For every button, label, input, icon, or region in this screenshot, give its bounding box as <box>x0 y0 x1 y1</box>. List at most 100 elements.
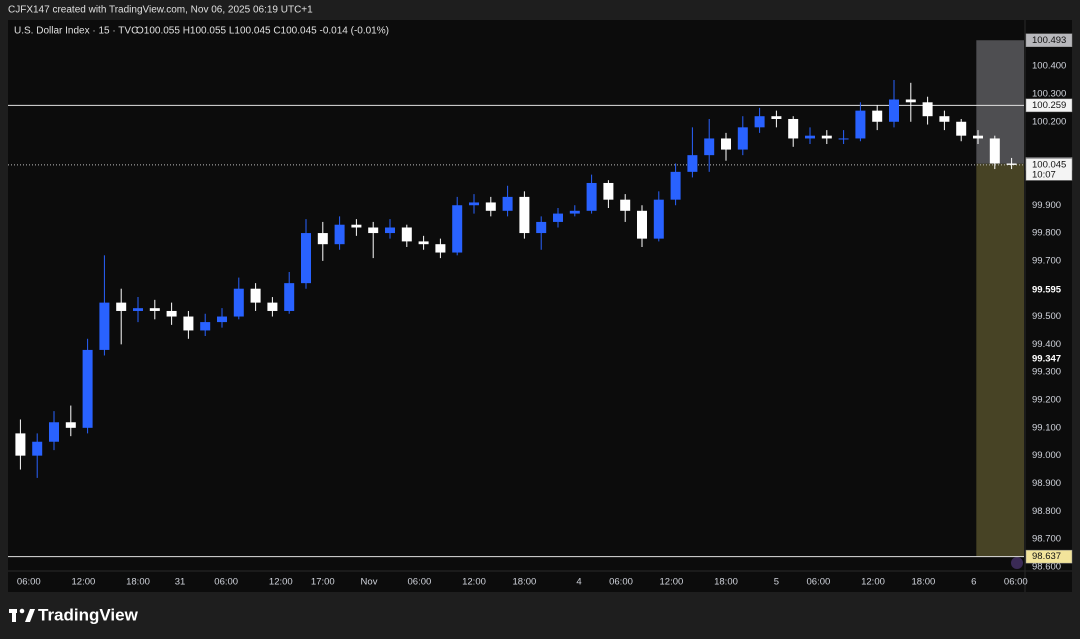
target-price-box <box>1025 549 1073 564</box>
candle-body <box>200 322 211 331</box>
x-tick-label: 17:00 <box>311 577 335 588</box>
candle-body <box>217 316 227 323</box>
candle-body <box>821 135 832 139</box>
x-tick-label: 06:00 <box>214 577 238 588</box>
candle-body <box>704 138 715 156</box>
candle-body <box>284 283 295 311</box>
candle-body <box>973 135 983 139</box>
candle-body <box>670 171 681 200</box>
candle-body <box>536 221 547 234</box>
candle-body <box>267 302 278 311</box>
candle-body <box>553 213 563 222</box>
y-tick-label: 99.700 <box>1032 255 1061 266</box>
candle-body <box>99 302 110 350</box>
countdown: 10:07 <box>1032 169 1056 180</box>
candle-body <box>250 288 261 303</box>
y-tick-label: 98.900 <box>1032 478 1061 489</box>
line-price-box <box>1025 98 1073 113</box>
candle-body <box>301 233 311 284</box>
candle-body <box>418 241 429 245</box>
y-tick-label: 99.500 <box>1032 311 1061 322</box>
candle-body <box>32 441 43 456</box>
y-tick-label: 100.300 <box>1032 88 1066 99</box>
y-tick-label: 100.200 <box>1032 116 1066 127</box>
x-tick-label: Nov <box>361 577 378 588</box>
candle-body <box>620 199 631 211</box>
y-tick-label: 98.700 <box>1032 534 1061 545</box>
candle-body <box>502 196 513 211</box>
candle-body <box>133 308 143 311</box>
symbol: U.S. Dollar Index · 15 · TVC <box>14 26 138 37</box>
candle-body <box>889 99 899 122</box>
candle-body <box>989 138 1000 164</box>
candle-body <box>771 116 782 119</box>
y-tick-label: 99.100 <box>1032 422 1061 433</box>
candle-body <box>653 199 664 239</box>
x-tick-label: 18:00 <box>714 577 738 588</box>
target-price-label: 98.637 <box>1032 551 1061 562</box>
x-tick-label: 4 <box>576 577 581 588</box>
line-price-label: 100.259 <box>1032 100 1066 111</box>
candle-body <box>183 316 194 331</box>
x-tick-label: 06:00 <box>17 577 41 588</box>
candle-body <box>603 182 614 200</box>
level-label: 99.347 <box>1032 354 1061 365</box>
candle-body <box>166 310 177 317</box>
candle-body <box>838 138 849 140</box>
candle-body <box>233 288 244 317</box>
candle-body <box>737 127 748 150</box>
ohlc-legend: O100.055 H100.055 L100.045 C100.045 -0.0… <box>136 26 389 37</box>
candle-body <box>922 102 933 117</box>
x-tick-label: 6 <box>971 577 976 588</box>
candle-body <box>872 110 883 122</box>
y-tick-label: 98.800 <box>1032 506 1061 517</box>
candle-body <box>82 349 93 428</box>
y-tick-label: 99.300 <box>1032 367 1061 378</box>
candle-body <box>452 205 463 253</box>
candle-body <box>49 422 59 442</box>
y-tick-label: 99.000 <box>1032 450 1061 461</box>
stop-price-box <box>1025 33 1073 47</box>
candle-body <box>334 224 345 245</box>
candle-body <box>485 202 496 211</box>
y-tick-label: 100.400 <box>1032 61 1066 72</box>
alert-icon <box>1011 557 1023 569</box>
stop-zone <box>976 40 1024 164</box>
candle-body <box>586 182 597 211</box>
candle-body <box>754 116 765 128</box>
x-tick-label: 5 <box>774 577 779 588</box>
candle-body <box>1006 163 1017 165</box>
header: CJFX147 created with TradingView.com, No… <box>8 5 313 16</box>
y-tick-label: 99.400 <box>1032 339 1061 350</box>
candle-body <box>317 233 328 245</box>
candle-body <box>939 116 950 122</box>
candle-body <box>637 210 647 239</box>
x-tick-label: 12:00 <box>861 577 885 588</box>
candle-body <box>401 227 412 242</box>
x-tick-label: 06:00 <box>1004 577 1028 588</box>
x-tick-label: 06:00 <box>807 577 831 588</box>
x-tick-label: 12:00 <box>269 577 293 588</box>
candle-body <box>368 227 379 234</box>
y-tick-label: 99.800 <box>1032 228 1061 239</box>
x-tick-label: 12:00 <box>462 577 486 588</box>
candle-body <box>569 210 580 214</box>
x-tick-label: 18:00 <box>126 577 150 588</box>
candle-body <box>788 118 799 139</box>
candle-body <box>956 121 967 136</box>
x-tick-label: 18:00 <box>513 577 537 588</box>
target-zone <box>976 163 1024 557</box>
watermark: TradingView <box>38 605 139 624</box>
y-tick-label: 99.900 <box>1032 200 1061 211</box>
candle-body <box>855 110 866 139</box>
candle-body <box>65 422 76 428</box>
candle-body <box>385 227 395 234</box>
candle-body <box>149 308 160 311</box>
candle-body <box>15 433 26 456</box>
stop-price-label: 100.493 <box>1032 35 1066 46</box>
y-tick-label: 98.600 <box>1032 561 1061 572</box>
candle-body <box>805 135 815 139</box>
logo <box>9 608 35 622</box>
candle-body <box>721 138 731 150</box>
last-price-label: 100.045 <box>1032 159 1066 170</box>
